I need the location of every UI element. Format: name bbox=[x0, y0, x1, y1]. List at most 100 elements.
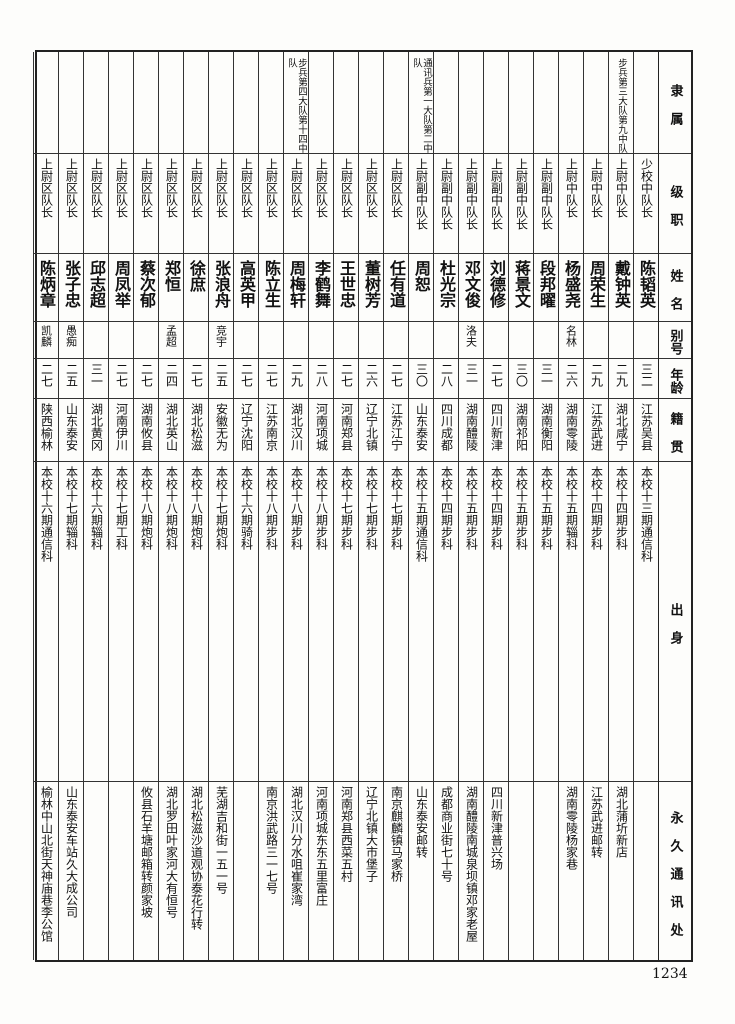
cell-origin: 陕西榆林 bbox=[34, 399, 58, 462]
education-text: 本校十七期步科 bbox=[339, 466, 354, 550]
cell-education: 本校十五期辎科 bbox=[559, 462, 583, 782]
cell-rank: 上尉区队长 bbox=[59, 154, 83, 254]
table-row: 上尉区队长 陈立生 二七 江苏南京 本校十八期步科 南京洪武路三一七号 bbox=[258, 52, 283, 960]
age-text: 二六 bbox=[564, 363, 579, 387]
cell-alias bbox=[234, 322, 258, 359]
cell-alias: 凯麟 bbox=[34, 322, 58, 359]
table-row: 上尉区队长 张浪舟 竞宇 二五 安徽无为 本校十七期炮科 芜湖吉和街一五一号 bbox=[208, 52, 233, 960]
alias-text: 竞宇 bbox=[214, 325, 228, 347]
rank-text: 上尉区队长 bbox=[314, 158, 329, 218]
cell-alias bbox=[259, 322, 283, 359]
cell-age: 二七 bbox=[484, 359, 508, 399]
address-text: 芜湖吉和街一五一号 bbox=[214, 786, 229, 894]
cell-age: 二七 bbox=[34, 359, 58, 399]
origin-text: 江苏南京 bbox=[264, 403, 279, 451]
cell-rank: 上尉副中队长 bbox=[434, 154, 458, 254]
header-alias: 别号 bbox=[659, 322, 691, 359]
education-text: 本校十五期步科 bbox=[464, 466, 479, 550]
table-row: 步兵第三大队第九中队 上尉中队长 戴钟英 二九 湖北咸宁 本校十四期步科 湖北蒲圻新店 bbox=[608, 52, 633, 960]
cell-rank: 上尉区队长 bbox=[234, 154, 258, 254]
name-text: 张子忠 bbox=[62, 260, 81, 308]
name-text: 张浪舟 bbox=[212, 260, 231, 308]
education-text: 本校十六期骑科 bbox=[239, 466, 254, 550]
origin-text: 湖南醴陵 bbox=[464, 403, 479, 451]
cell-education: 本校十三期通信科 bbox=[634, 462, 658, 782]
cell-name: 邱志超 bbox=[84, 254, 108, 322]
cell-rank: 上尉区队长 bbox=[259, 154, 283, 254]
cell-origin: 河南郑县 bbox=[334, 399, 358, 462]
cell-education: 本校十六期通信科 bbox=[34, 462, 58, 782]
cell-origin: 湖南攸县 bbox=[134, 399, 158, 462]
cell-rank: 上尉区队长 bbox=[209, 154, 233, 254]
age-text: 二九 bbox=[289, 363, 304, 387]
cell-rank: 上尉区队长 bbox=[134, 154, 158, 254]
cell-age: 三〇 bbox=[409, 359, 433, 399]
rank-text: 上尉中队长 bbox=[589, 158, 604, 218]
rank-text: 上尉区队长 bbox=[189, 158, 204, 218]
alias-text: 名林 bbox=[564, 325, 578, 347]
header-rank: 级 职 bbox=[659, 154, 691, 254]
origin-text: 山东泰安 bbox=[64, 403, 79, 451]
cell-education: 本校十七期工科 bbox=[109, 462, 133, 782]
address-text: 江苏武进邮转 bbox=[589, 786, 604, 858]
education-text: 本校十七期炮科 bbox=[214, 466, 229, 550]
cell-origin: 湖北汉川 bbox=[284, 399, 308, 462]
cell-address: 榆林中山北街天神庙巷李公馆 bbox=[34, 782, 58, 960]
cell-origin: 江苏吴县 bbox=[634, 399, 658, 462]
education-text: 本校十八期步科 bbox=[289, 466, 304, 550]
cell-name: 陈炳章 bbox=[34, 254, 58, 322]
cell-education: 本校十五期步科 bbox=[534, 462, 558, 782]
cell-age: 三一 bbox=[84, 359, 108, 399]
origin-text: 湖北黄冈 bbox=[89, 403, 104, 451]
cell-age: 三一 bbox=[459, 359, 483, 399]
table-row: 上尉副中队长 杜光宗 二八 四川成都 本校十四期步科 成都商业街七十号 bbox=[433, 52, 458, 960]
cell-age: 二九 bbox=[584, 359, 608, 399]
roster-table: 隶 属 级 职 姓 名 别号 年龄 籍 贯 出 身 永 久 通 讯 处 少校中队… bbox=[33, 50, 693, 962]
cell-rank: 少校中队长 bbox=[634, 154, 658, 254]
name-text: 蒋景文 bbox=[512, 260, 531, 308]
table-row: 上尉区队长 张子忠 愚痴 二五 山东泰安 本校十七期辎科 山东泰安车站久大成公司 bbox=[58, 52, 83, 960]
origin-text: 河南项城 bbox=[314, 403, 329, 451]
cell-age: 二五 bbox=[209, 359, 233, 399]
cell-name: 杜光宗 bbox=[434, 254, 458, 322]
cell-education: 本校十八期炮科 bbox=[184, 462, 208, 782]
header-education-label: 出 身 bbox=[667, 603, 683, 644]
address-text: 湖北汉川分水咀崔家湾 bbox=[289, 786, 304, 906]
cell-education: 本校十五期通信科 bbox=[409, 462, 433, 782]
cell-alias bbox=[534, 322, 558, 359]
cell-rank: 上尉中队长 bbox=[559, 154, 583, 254]
education-text: 本校十四期步科 bbox=[439, 466, 454, 550]
table-row: 上尉区队长 董树芳 二六 辽宁北镇 本校十七期步科 辽宁北镇大市堡子 bbox=[358, 52, 383, 960]
cell-unit bbox=[559, 52, 583, 154]
age-text: 二七 bbox=[264, 363, 279, 387]
cell-unit bbox=[534, 52, 558, 154]
cell-address: 四川新津普兴场 bbox=[484, 782, 508, 960]
cell-address: 湖北松滋沙道观协泰花行转 bbox=[184, 782, 208, 960]
address-text: 湖南醴陵南城泉坝镇邓家老屋 bbox=[464, 786, 479, 942]
cell-name: 刘德修 bbox=[484, 254, 508, 322]
cell-education: 本校十六期辎科 bbox=[84, 462, 108, 782]
cell-origin: 辽宁北镇 bbox=[359, 399, 383, 462]
cell-address: 攸县石羊塘邮箱转颜家坡 bbox=[134, 782, 158, 960]
table-row: 通讯兵第一大队第二中队 上尉副中队长 周恕 三〇 山东泰安 本校十五期通信科 山东泰安邮转 bbox=[408, 52, 433, 960]
age-text: 二七 bbox=[389, 363, 404, 387]
name-text: 周凤举 bbox=[112, 260, 131, 308]
age-text: 二六 bbox=[364, 363, 379, 387]
cell-address: 湖南醴陵南城泉坝镇邓家老屋 bbox=[459, 782, 483, 960]
cell-education: 本校十八期步科 bbox=[309, 462, 333, 782]
alias-text: 凯麟 bbox=[39, 325, 53, 347]
name-text: 周梅轩 bbox=[287, 260, 306, 308]
origin-text: 四川成都 bbox=[439, 403, 454, 451]
age-text: 三一 bbox=[89, 363, 104, 387]
cell-age: 二九 bbox=[284, 359, 308, 399]
education-text: 本校十五期辎科 bbox=[564, 466, 579, 550]
cell-alias: 洛夫 bbox=[459, 322, 483, 359]
cell-alias bbox=[284, 322, 308, 359]
address-text: 南京洪武路三一七号 bbox=[264, 786, 279, 894]
cell-origin: 湖南衡阳 bbox=[534, 399, 558, 462]
name-text: 戴钟英 bbox=[612, 260, 631, 308]
education-text: 本校十八期步科 bbox=[314, 466, 329, 550]
cell-age: 二八 bbox=[309, 359, 333, 399]
education-text: 本校十八期步科 bbox=[264, 466, 279, 550]
name-text: 邱志超 bbox=[87, 260, 106, 308]
